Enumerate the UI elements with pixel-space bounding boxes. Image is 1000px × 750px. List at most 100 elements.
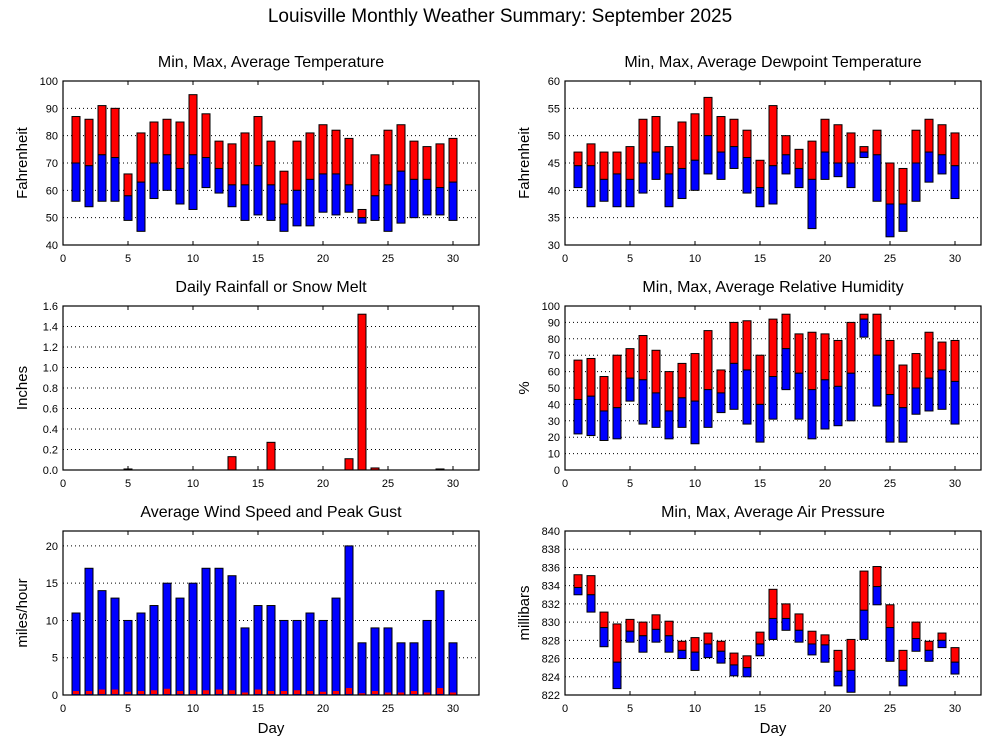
bar-avg-to-min	[612, 661, 622, 690]
y-tick-label: 0.6	[43, 404, 58, 416]
bar-max-to-avg	[344, 137, 354, 186]
x-tick-label: 15	[252, 703, 264, 715]
plot-frame	[62, 80, 480, 246]
bar-avg-to-min	[318, 173, 328, 213]
y-tick-label: 5	[52, 653, 58, 665]
bar-avg-to-min	[664, 410, 674, 440]
x-axis-label: Day	[258, 720, 285, 737]
bar-avg-wind	[203, 690, 209, 694]
bar-peak-gust	[84, 567, 94, 696]
bar-avg-to-min	[573, 398, 583, 435]
bar-avg-to-min	[573, 586, 583, 596]
bar-peak-gust	[318, 619, 328, 696]
bar-avg-to-min	[370, 195, 380, 221]
bar-max-to-avg	[833, 124, 843, 164]
bar-max-to-avg	[807, 630, 817, 645]
bar-avg-to-min	[833, 670, 843, 687]
x-tick-label: 25	[884, 703, 896, 715]
bar-max-to-avg	[950, 339, 960, 382]
bar-peak-gust	[396, 642, 406, 696]
bar-avg-to-min	[227, 184, 237, 208]
bar-max-to-avg	[768, 588, 778, 619]
bar-max-to-avg	[136, 132, 146, 183]
bar-avg-to-min	[911, 162, 921, 202]
bar-max-to-avg	[664, 620, 674, 637]
bar-avg-to-min	[807, 643, 817, 656]
y-tick-label: 15	[46, 578, 58, 590]
bar-avg-to-min	[305, 178, 315, 227]
bar-avg-wind	[307, 691, 313, 694]
y-tick-label: 50	[46, 213, 58, 225]
bar-avg-to-min	[625, 630, 635, 643]
bar-max-to-avg	[370, 154, 380, 197]
y-tick-label: 60	[46, 185, 58, 197]
y-tick-label: 80	[548, 334, 560, 346]
bar-max-to-avg	[794, 613, 804, 631]
x-tick-label: 5	[125, 478, 131, 490]
bar-max-to-avg	[703, 632, 713, 645]
bar-avg-wind	[411, 691, 417, 694]
bar-avg-to-min	[872, 354, 882, 407]
bar-avg-to-min	[638, 635, 648, 653]
bar-avg-to-min	[755, 187, 765, 208]
bar-rainfall	[266, 441, 276, 471]
bar-avg-to-min	[599, 627, 609, 648]
bar-max-to-avg	[807, 140, 817, 180]
bar-max-to-avg	[742, 655, 752, 669]
bar-peak-gust	[331, 597, 341, 696]
bar-max-to-avg	[742, 320, 752, 371]
x-tick-label: 10	[187, 253, 199, 265]
y-tick-label: 834	[542, 581, 560, 593]
bar-max-to-avg	[690, 353, 700, 402]
bar-peak-gust	[175, 597, 185, 696]
y-tick-label: 60	[548, 367, 560, 379]
bar-avg-to-min	[71, 162, 81, 202]
y-tick-label: 35	[548, 213, 560, 225]
bar-max-to-avg	[71, 116, 81, 164]
bar-max-to-avg	[586, 143, 596, 167]
bar-max-to-avg	[573, 574, 583, 588]
y-tick-label: 40	[46, 240, 58, 252]
bar-max-to-avg	[755, 631, 765, 645]
bar-avg-wind	[398, 692, 404, 695]
bar-max-to-avg	[898, 167, 908, 205]
bar-max-to-avg	[638, 335, 648, 381]
bar-max-to-avg	[768, 105, 778, 167]
bar-max-to-avg	[937, 632, 947, 641]
x-tick-label: 15	[754, 703, 766, 715]
bar-avg-to-min	[820, 644, 830, 663]
bar-avg-to-min	[781, 348, 791, 391]
plot-frame	[62, 530, 480, 696]
x-tick-label: 0	[60, 253, 66, 265]
bar-max-to-avg	[110, 107, 120, 159]
bar-max-to-avg	[201, 113, 211, 159]
bar-peak-gust	[201, 567, 211, 696]
bar-avg-to-min	[123, 195, 133, 221]
bar-max-to-avg	[781, 603, 791, 619]
bar-max-to-avg	[768, 318, 778, 378]
chart-title: Min, Max, Average Temperature	[158, 54, 384, 71]
bar-max-to-avg	[357, 208, 367, 219]
bar-avg-to-min	[885, 203, 895, 238]
bar-peak-gust	[240, 627, 250, 696]
bar-max-to-avg	[435, 143, 445, 189]
bar-avg-to-min	[820, 151, 830, 180]
bar-avg-to-min	[448, 181, 458, 221]
bar-avg-wind	[359, 693, 365, 696]
x-tick-label: 30	[949, 253, 961, 265]
y-axis-label: millibars	[516, 585, 533, 640]
y-tick-label: 1.6	[43, 301, 58, 313]
bar-max-to-avg	[859, 313, 869, 320]
y-tick-label: 70	[548, 350, 560, 362]
x-tick-label: 20	[317, 703, 329, 715]
y-tick-label: 0.2	[43, 445, 58, 457]
bar-avg-to-min	[716, 650, 726, 664]
y-tick-label: 0	[554, 465, 560, 477]
x-tick-label: 5	[627, 478, 633, 490]
bar-max-to-avg	[820, 634, 830, 646]
bar-avg-to-min	[110, 157, 120, 202]
bar-avg-to-min	[833, 385, 843, 427]
bar-rainfall	[227, 456, 237, 471]
bar-max-to-avg	[820, 118, 830, 153]
